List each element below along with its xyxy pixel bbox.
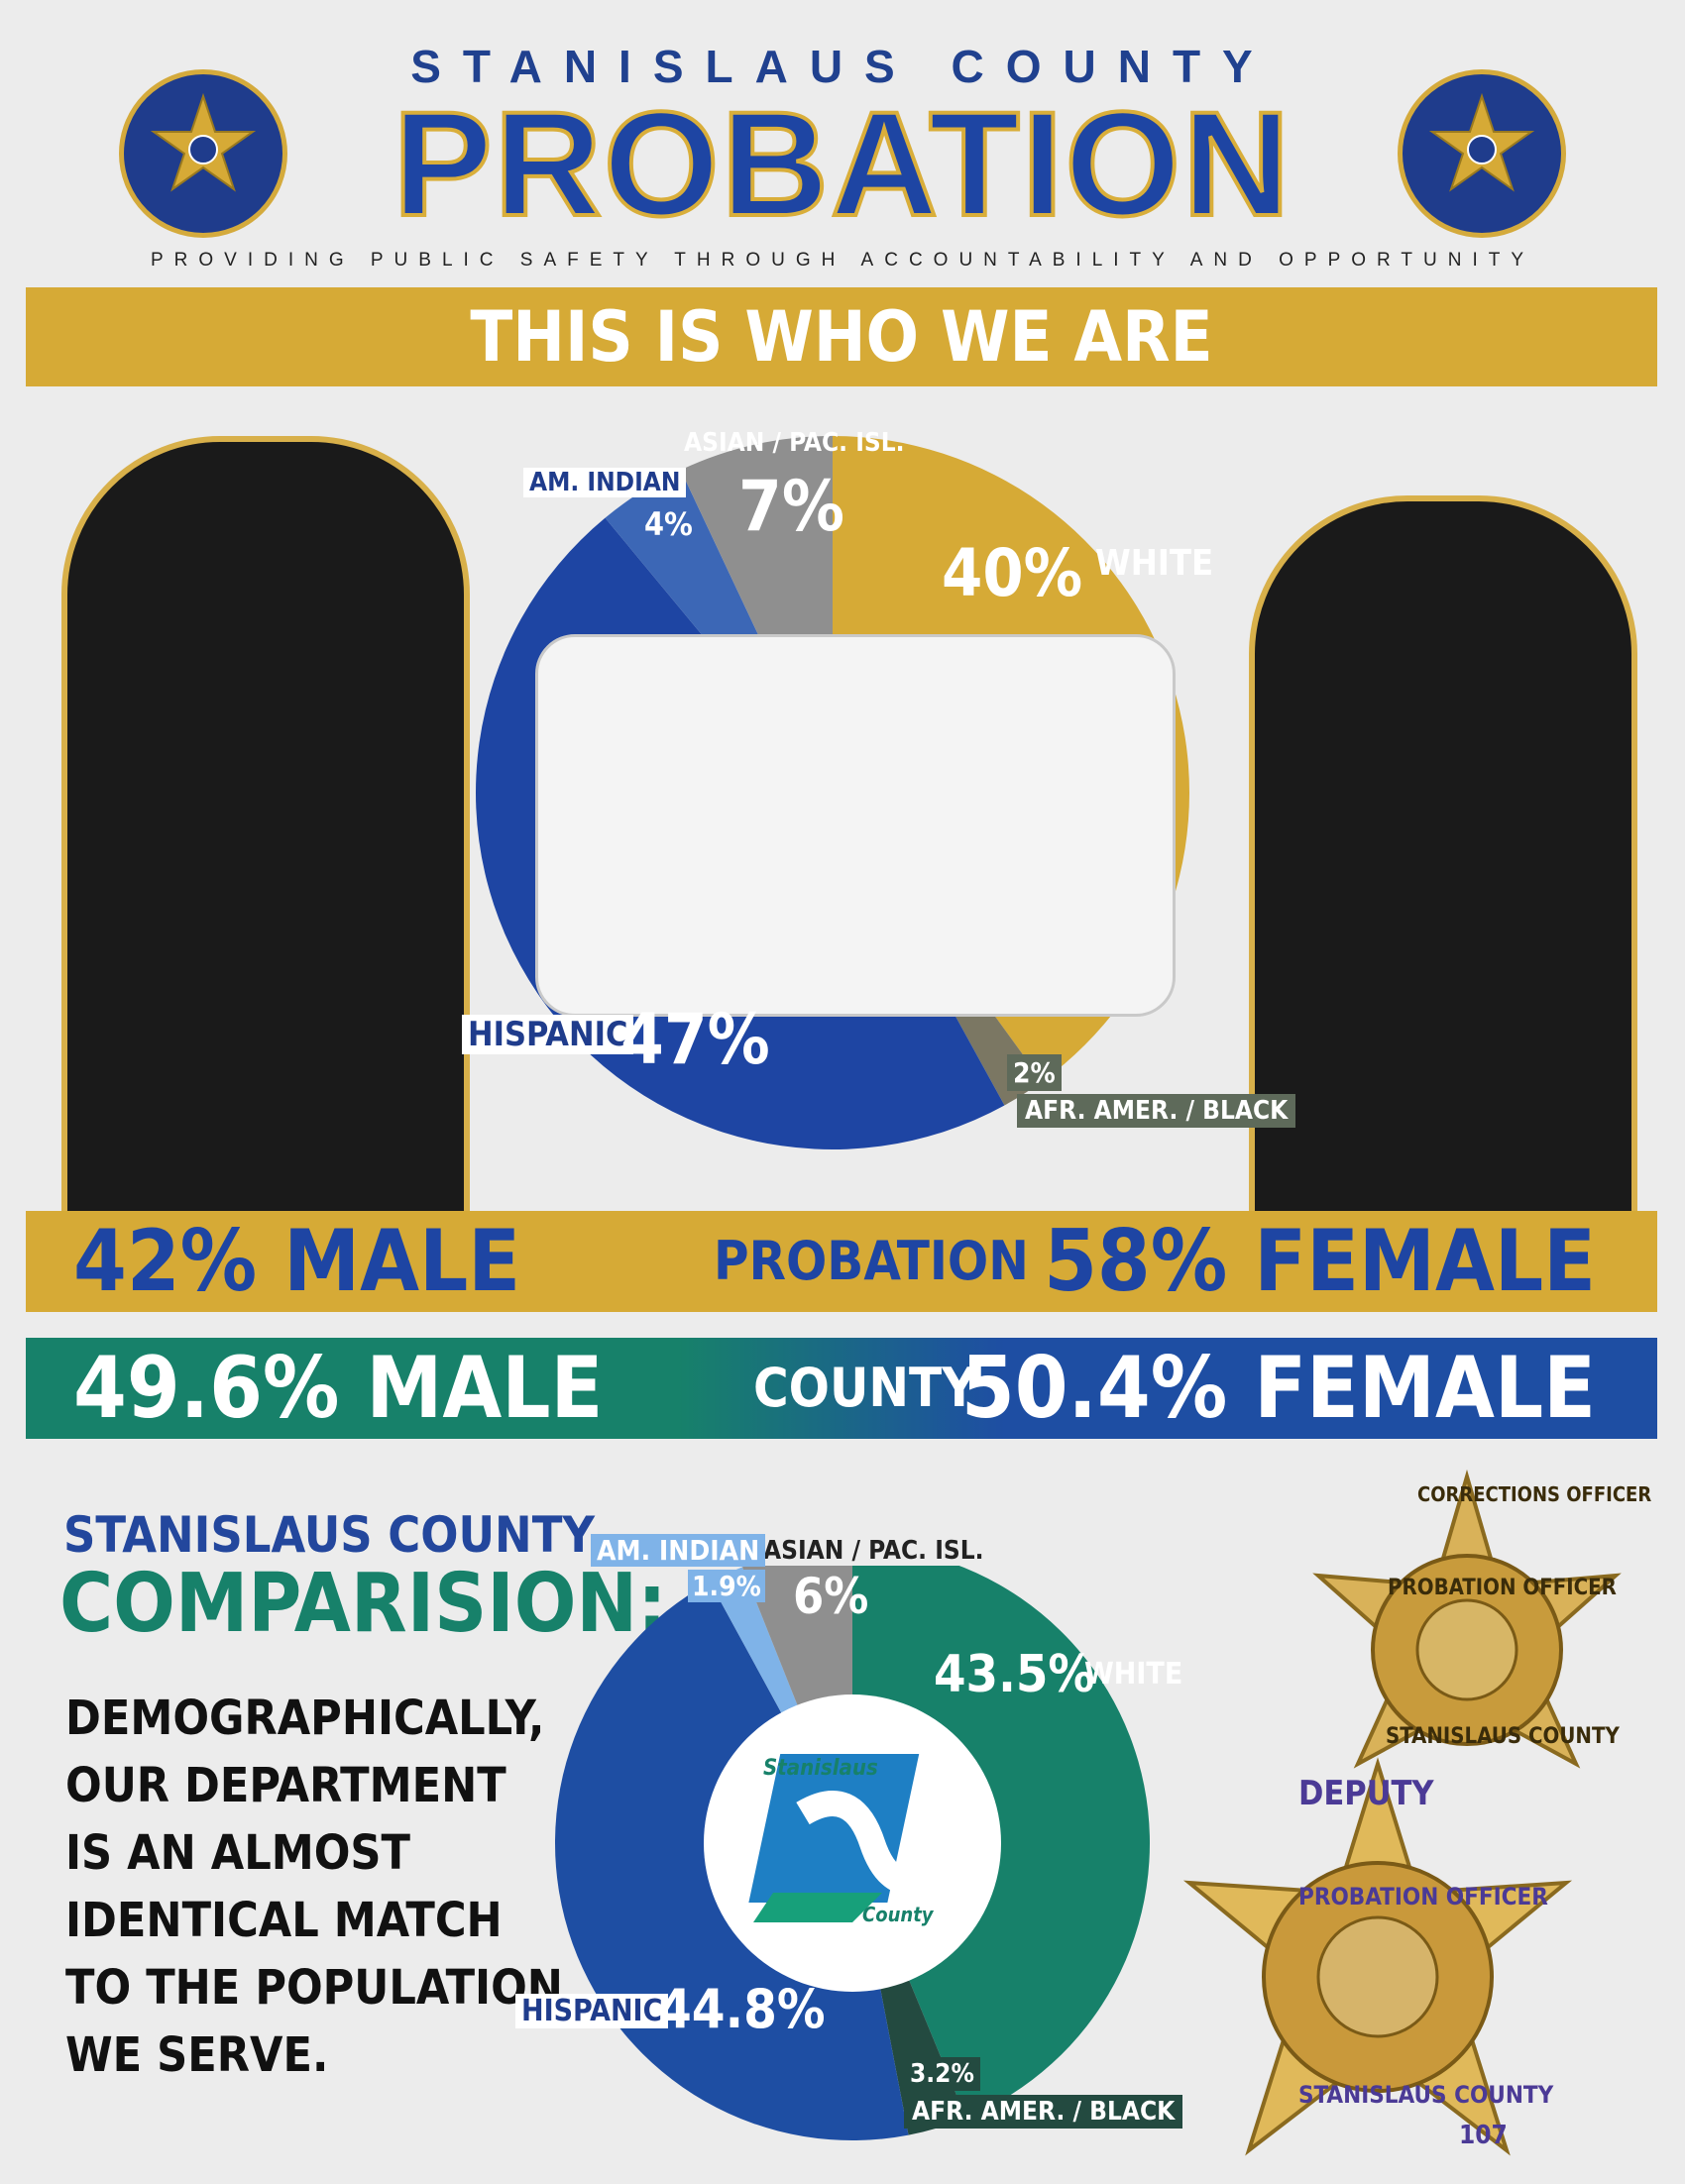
pie1-amindian-label: AM. INDIAN — [523, 468, 687, 497]
pie2-asian-label: ASIAN / PAC. ISL. — [759, 1536, 988, 1566]
badge1-ring-text: PROBATION OFFICER — [1388, 1576, 1617, 1600]
pie1-black-label: AFR. AMER. / BLACK — [1017, 1094, 1296, 1128]
logo-text-bottom: County — [862, 1903, 934, 1926]
probation-female: 58% FEMALE — [1044, 1212, 1596, 1311]
county-label: COUNTY — [753, 1357, 977, 1419]
badge1-top-text: CORRECTIONS OFFICER — [1417, 1482, 1652, 1506]
description-line: TO THE POPULATION — [65, 1960, 563, 2016]
stanislaus-logo-icon — [748, 1754, 949, 1922]
pie2-black-label: AFR. AMER. / BLACK — [904, 2095, 1183, 2129]
pie-slice-white — [852, 1546, 1150, 2119]
pie2-hispanic-label: HISPANIC — [515, 1994, 669, 2028]
logo-text-top: Stanislaus — [763, 1756, 878, 1781]
probation-male: 42% MALE — [73, 1212, 521, 1311]
description-line: OUR DEPARTMENT — [65, 1758, 506, 1813]
badge1-bottom-text: STANISLAUS COUNTY — [1386, 1724, 1620, 1749]
comparison-description: DEMOGRAPHICALLY, OUR DEPARTMENT IS AN AL… — [65, 1685, 563, 2089]
officer-photo-male — [61, 436, 470, 1231]
pie1-white-value: 40% — [942, 535, 1083, 611]
pie1-white-label: WHITE — [1095, 543, 1214, 584]
main-title: PROBATION — [392, 80, 1292, 247]
comparison-heading-county: STANISLAUS COUNTY — [63, 1506, 595, 1564]
tagline: PROVIDING PUBLIC SAFETY THROUGH ACCOUNTA… — [150, 250, 1535, 271]
officer-photo-female — [1249, 495, 1637, 1231]
county-male: 49.6% MALE — [73, 1339, 604, 1438]
who-we-are-banner: THIS IS WHO WE ARE — [26, 287, 1657, 386]
county-title: STANISLAUS COUNTY — [410, 41, 1275, 92]
pie1-hispanic-value: 47% — [620, 999, 770, 1080]
pie2-asian-value: 6% — [793, 1568, 869, 1625]
county-female: 50.4% FEMALE — [960, 1339, 1596, 1438]
pie1-black-value: 2% — [1007, 1054, 1062, 1091]
pie2-white-label: WHITE — [1084, 1657, 1183, 1692]
county-logo: Stanislaus County — [704, 1694, 1001, 1992]
pie2-amindian-value: 1.9% — [688, 1570, 765, 1602]
description-line: WE SERVE. — [65, 2027, 329, 2083]
pie1-asian-value: 7% — [738, 466, 844, 547]
star-badge-icon — [150, 92, 257, 192]
pie1-asian-label: ASIAN / PAC. ISL. — [684, 428, 905, 458]
county-gender-bar — [26, 1338, 1657, 1439]
pie2-white-value: 43.5% — [934, 1645, 1095, 1704]
description-line: IDENTICAL MATCH — [65, 1893, 503, 1948]
description-line: DEMOGRAPHICALLY, — [65, 1691, 545, 1746]
pie2-black-value: 3.2% — [904, 2057, 980, 2091]
pie2-hispanic-value: 44.8% — [658, 1978, 826, 2040]
pie1-hispanic-label: HISPANIC — [462, 1015, 634, 1054]
banner-text: THIS IS WHO WE ARE — [470, 296, 1213, 378]
patrol-car-photo — [535, 634, 1176, 1017]
star-badge-icon — [1428, 92, 1535, 192]
department-seal-right — [1398, 69, 1566, 238]
probation-gender-bar — [26, 1211, 1657, 1312]
corrections-officer-badge: CORRECTIONS OFFICER PROBATION OFFICER ST… — [1279, 1467, 1655, 1833]
description-line: IS AN ALMOST — [65, 1825, 410, 1881]
star-badge-icon — [1312, 1469, 1622, 1769]
star-badge-icon — [1182, 1757, 1573, 2156]
badge2-number: 107 — [1459, 2121, 1508, 2150]
probation-label: PROBATION — [714, 1230, 1029, 1292]
deputy-probation-badge: DEPUTY PROBATION OFFICER STANISLAUS COUN… — [1150, 1754, 1606, 2180]
comparison-heading: COMPARISION: — [59, 1557, 667, 1651]
pie1-amindian-value: 4% — [644, 505, 693, 543]
badge2-ring-text: PROBATION OFFICER — [1298, 1883, 1548, 1911]
badge2-top-text: DEPUTY — [1298, 1774, 1434, 1813]
pie2-amindian-label: AM. INDIAN — [591, 1534, 766, 1567]
badge2-bottom-text: STANISLAUS COUNTY — [1298, 2081, 1554, 2109]
department-seal-left — [119, 69, 287, 238]
